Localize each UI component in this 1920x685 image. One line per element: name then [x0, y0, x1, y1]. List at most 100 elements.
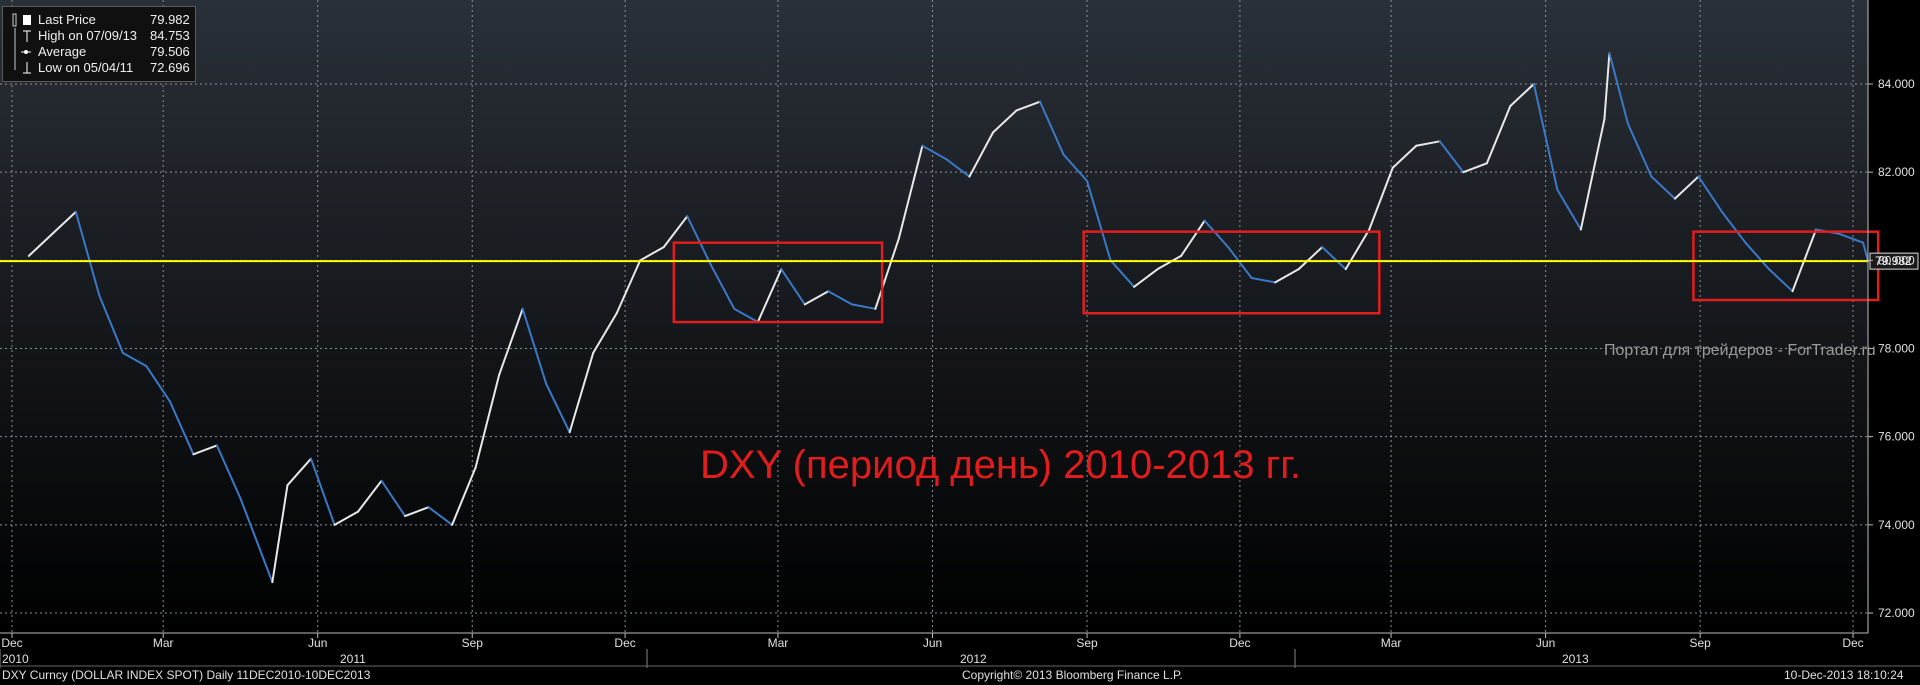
average-marker-icon: [14, 44, 31, 60]
price-segment: [239, 497, 265, 562]
solid-square-icon: [12, 13, 31, 27]
price-segment: [1532, 83, 1559, 191]
price-segment: [897, 144, 924, 240]
price-segment: [1838, 232, 1865, 244]
axes: 72.000 74.000 76.000 78.000 80.000 82.000 84.0…: [0, 0, 1920, 668]
footer-copyright: Copyright© 2013 Bloomberg Finance L.P.: [962, 668, 1183, 682]
x-tick-label: Sep: [1076, 636, 1098, 650]
price-segment: [1862, 241, 1870, 263]
price-segment: [1039, 100, 1065, 156]
x-tick-label: Dec: [1229, 636, 1250, 650]
x-tick-label: Mar: [153, 636, 174, 650]
price-segment: [1673, 175, 1700, 200]
price-segment: [1297, 246, 1324, 271]
price-segment: [168, 400, 195, 456]
x-tick-label: Jun: [1536, 636, 1555, 650]
x-tick-label: Jun: [308, 636, 327, 650]
price-segment: [309, 457, 336, 526]
price-line: [27, 52, 1870, 584]
price-segment: [1485, 105, 1512, 165]
price-segment: [733, 307, 759, 324]
price-segment: [944, 157, 971, 178]
x-tick-label: Mar: [1381, 636, 1402, 650]
price-segment: [1391, 144, 1418, 169]
price-segment: [286, 457, 312, 487]
price-segment: [1250, 276, 1277, 284]
price-segment: [1015, 100, 1042, 112]
range-box: [672, 241, 884, 324]
high-marker-icon: [14, 28, 31, 44]
price-segment: [1608, 52, 1629, 125]
last-price-tag-box: [1869, 252, 1919, 270]
price-segment: [1768, 268, 1794, 293]
y-tick-label: 84.000: [1878, 77, 1915, 91]
footer-security-info: DXY Curncy (DOLLAR INDEX SPOT) Daily 11D…: [2, 668, 371, 682]
price-segment: [686, 215, 712, 266]
x-tick-label: Jun: [923, 636, 942, 650]
watermark-text: Портал для трейдеров - ForTrader.ru: [1604, 342, 1876, 359]
price-segment: [568, 351, 595, 434]
price-segment: [1650, 175, 1676, 200]
price-segment: [1180, 219, 1206, 257]
price-segment: [545, 382, 571, 434]
legend-value: 79.982: [150, 12, 190, 27]
price-segment: [271, 484, 289, 584]
price-segment: [615, 259, 642, 315]
legend-row-low: Low on 05/04/11 72.696: [3, 60, 195, 76]
y-tick-label: 78.000: [1878, 342, 1915, 356]
price-segment: [1579, 118, 1606, 231]
x-tick-label: Sep: [1689, 636, 1711, 650]
price-segment: [756, 268, 783, 324]
price-segment: [709, 263, 736, 310]
price-segment: [592, 312, 618, 354]
price-segment: [474, 373, 501, 469]
year-label: 2010: [2, 652, 29, 666]
price-segment: [1462, 162, 1488, 174]
price-segment: [1626, 122, 1653, 178]
x-tick-label: Sep: [462, 636, 484, 650]
price-segment: [921, 144, 947, 160]
plot-background: [0, 0, 1868, 633]
price-segment: [1368, 166, 1394, 231]
x-tick-label: Dec: [1, 636, 22, 650]
legend-label: High on 07/09/13: [38, 28, 138, 43]
price-segment: [1227, 246, 1253, 279]
legend-label: Low on 05/04/11: [38, 60, 134, 75]
price-segment: [827, 290, 853, 306]
footer-timestamp: 10-Dec-2013 18:10:24: [1784, 668, 1904, 682]
y-tick-label: 72.000: [1878, 606, 1915, 620]
chart-title: DXY (период день) 2010-2013 гг.: [700, 443, 1302, 487]
legend-value: 79.506: [150, 44, 190, 59]
price-segment: [1274, 268, 1300, 284]
price-segment: [1509, 83, 1535, 108]
y-tick-label: 80.000: [1878, 253, 1915, 267]
legend-row-high: High on 07/09/13 84.753: [3, 28, 195, 44]
price-segment: [780, 268, 806, 306]
price-segment: [121, 351, 148, 368]
price-segment: [991, 109, 1018, 134]
price-segment: [1344, 228, 1371, 271]
last-price-tag: 79.982: [1875, 254, 1912, 268]
price-segment: [74, 210, 101, 297]
legend-value: 84.753: [150, 28, 190, 43]
price-segment: [215, 444, 242, 500]
year-label: 2011: [340, 652, 366, 666]
price-segment: [1109, 259, 1136, 288]
year-label: 2013: [1562, 652, 1589, 666]
price-segment: [1438, 140, 1465, 174]
price-segment: [357, 479, 383, 513]
price-segment: [427, 506, 454, 526]
last-price-line-group: 79.982: [0, 252, 1919, 270]
price-segment: [1415, 140, 1441, 147]
range-box: [1082, 230, 1381, 315]
price-segment: [27, 232, 54, 257]
legend-label: Average: [38, 44, 87, 59]
price-segment: [333, 510, 360, 526]
price-segment: [262, 559, 274, 584]
y-tick-label: 82.000: [1878, 165, 1915, 179]
price-segment: [1697, 175, 1723, 213]
x-tick-label: Mar: [768, 636, 789, 650]
price-segment: [1203, 219, 1230, 249]
price-segment: [1720, 210, 1747, 244]
